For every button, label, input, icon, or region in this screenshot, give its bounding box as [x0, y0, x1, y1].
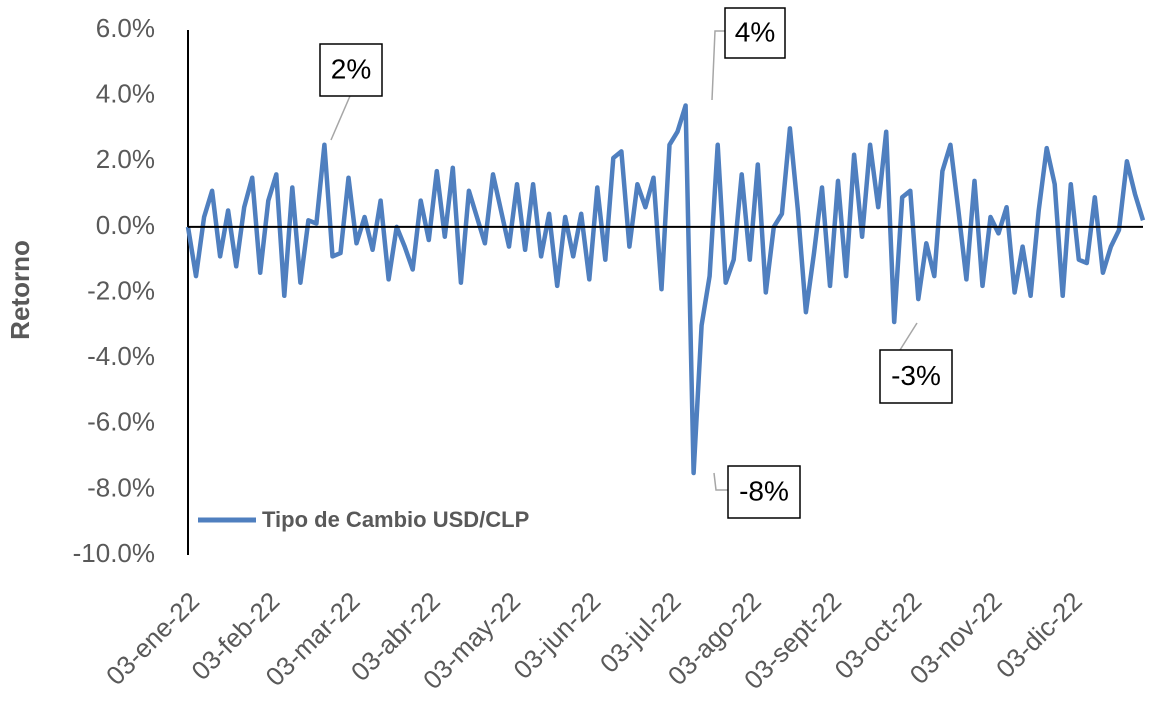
annotation-box — [879, 349, 953, 404]
x-tick-label: 03-ene-22 — [100, 586, 205, 691]
annotation-box — [724, 7, 786, 59]
y-tick-label: 6.0% — [96, 13, 155, 43]
y-tick-label: -2.0% — [87, 275, 155, 305]
y-axis-label: Retorno — [5, 240, 35, 340]
x-tick-label: 03-dic-22 — [990, 586, 1088, 684]
annotation-text: -8% — [739, 475, 789, 506]
annotation-text: 2% — [331, 53, 371, 84]
annotation-box — [319, 43, 383, 97]
y-tick-label: 0.0% — [96, 210, 155, 240]
annotation-text: 4% — [735, 16, 775, 47]
y-tick-label: 4.0% — [96, 79, 155, 109]
y-tick-label: -6.0% — [87, 407, 155, 437]
x-tick-label: 03-jun-22 — [507, 586, 606, 685]
y-tick-label: -8.0% — [87, 472, 155, 502]
annotation-leader — [899, 322, 918, 351]
annotation-box — [727, 465, 801, 519]
y-tick-label: -10.0% — [73, 538, 155, 568]
annotation-leader — [330, 95, 351, 141]
annotation-text: -3% — [891, 360, 941, 391]
y-tick-label: -4.0% — [87, 341, 155, 371]
annotation-leader — [711, 30, 725, 101]
y-tick-label: 2.0% — [96, 144, 155, 174]
legend-label: Tipo de Cambio USD/CLP — [262, 507, 529, 532]
annotation-leader — [713, 472, 728, 491]
data-line — [185, 103, 1146, 476]
